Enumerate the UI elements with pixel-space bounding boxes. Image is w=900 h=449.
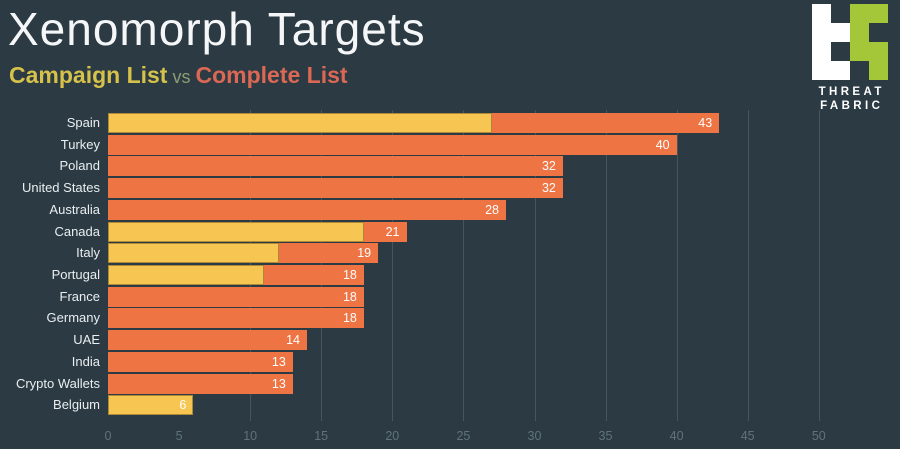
bar-campaign-spain (108, 113, 492, 133)
x-axis-tick-label: 15 (314, 429, 329, 443)
category-label: Spain (66, 115, 100, 130)
bar-value-label: 18 (342, 289, 357, 304)
bar-campaign-belgium (108, 395, 194, 416)
category-label: Crypto Wallets (15, 375, 100, 391)
bar-value-label: 13 (271, 376, 286, 391)
bar-complete-france (108, 286, 364, 307)
x-axis-tick-label: 35 (598, 429, 613, 443)
category-label: Australia (49, 201, 100, 217)
gridline-50 (818, 110, 820, 421)
category-label: France (59, 288, 100, 304)
category-label: United States (21, 180, 100, 196)
category-label: India (71, 353, 100, 369)
bar-campaign-portugal (108, 265, 265, 285)
threatfabric-logo-icon (812, 4, 888, 80)
legend-vs: vs (172, 67, 191, 87)
bar-value-label: 32 (541, 181, 556, 196)
gridline-40 (676, 110, 678, 421)
x-axis-tick-label: 0 (104, 429, 112, 443)
x-axis-tick-label: 5 (175, 429, 183, 443)
category-label: Germany (46, 310, 100, 326)
bar-value-label: 13 (271, 354, 286, 369)
threatfabric-logo: THREAT FABRIC (806, 4, 894, 113)
bar-campaign-italy (108, 243, 279, 264)
legend-campaign-list: Campaign List (9, 62, 168, 88)
bar-value-label: 40 (655, 137, 670, 152)
category-label: Italy (76, 245, 100, 261)
bar-value-label: 43 (698, 116, 713, 130)
x-axis-tick-label: 30 (527, 429, 542, 443)
bar-complete-united-states (108, 178, 563, 199)
bar-value-label: 32 (541, 159, 556, 174)
category-label: UAE (73, 332, 100, 348)
x-axis-tick-label: 40 (669, 429, 684, 443)
x-axis-tick-label: 50 (811, 429, 826, 443)
bar-complete-poland (108, 156, 563, 177)
category-label: Turkey (60, 136, 100, 152)
bar-value-label: 18 (342, 268, 357, 282)
bar-campaign-canada (108, 221, 364, 242)
category-label: Canada (54, 223, 100, 239)
gridline-35 (605, 110, 607, 421)
x-axis-tick-label: 25 (456, 429, 471, 443)
legend-complete-list: Complete List (195, 62, 348, 88)
category-label: Belgium (53, 397, 100, 413)
logo-text-fabric: FABRIC (820, 100, 884, 112)
gridline-25 (463, 110, 465, 421)
bar-value-label: 6 (179, 398, 187, 413)
gridline-30 (534, 110, 536, 421)
bar-complete-australia (108, 199, 506, 220)
bar-value-label: 21 (385, 224, 400, 239)
gridline-20 (392, 110, 394, 421)
bar-complete-crypto-wallets (108, 373, 293, 394)
bar-complete-india (108, 351, 293, 372)
bar-complete-turkey (108, 134, 677, 155)
bar-value-label: 14 (286, 333, 300, 348)
category-label: Poland (59, 158, 100, 174)
page-title: Xenomorph Targets (8, 3, 426, 55)
gridline-45 (747, 110, 749, 421)
logo-text-threat: THREAT (818, 86, 885, 98)
x-axis-tick-label: 20 (385, 429, 400, 443)
bar-value-label: 28 (485, 202, 499, 217)
x-axis-tick-label: 45 (740, 429, 755, 443)
bar-complete-germany (108, 308, 364, 329)
bar-complete-uae (108, 330, 307, 351)
bar-value-label: 19 (357, 246, 372, 261)
chart-legend-subtitle: Campaign List vs Complete List (9, 61, 348, 91)
category-label: Portugal (51, 267, 100, 282)
bar-value-label: 18 (342, 311, 357, 326)
x-axis-tick-label: 10 (243, 429, 258, 443)
